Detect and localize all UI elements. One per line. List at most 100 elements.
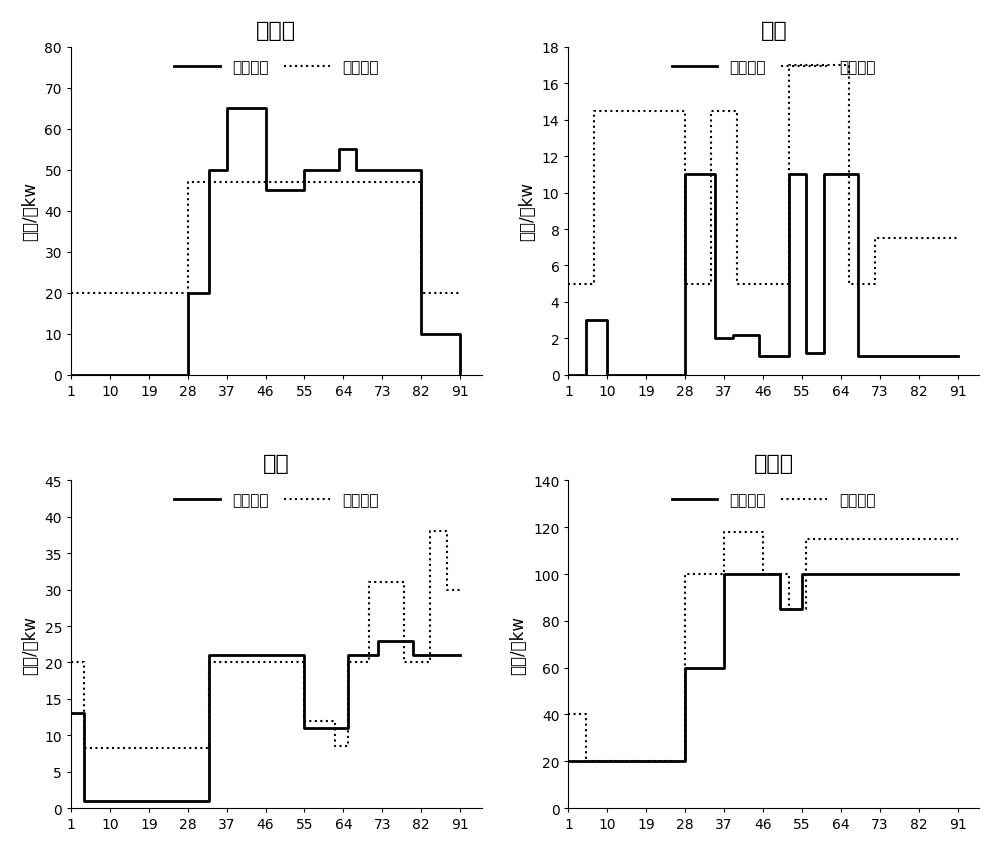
Line: 计划出力: 计划出力 <box>71 109 460 375</box>
实际出力 <box>424 658 436 668</box>
计划出力 <box>333 145 345 155</box>
计划出力 <box>852 170 864 181</box>
实际出力 <box>182 288 194 298</box>
计划出力 <box>800 170 812 181</box>
计划出力 <box>679 757 691 767</box>
计划出力 <box>774 569 786 579</box>
计划出力 <box>774 604 786 614</box>
计划出力 <box>428 650 440 660</box>
计划出力 <box>298 723 310 734</box>
实际出力 <box>329 741 341 751</box>
实际出力 <box>203 658 215 668</box>
实际出力 <box>805 61 817 72</box>
Legend: 计划出力, 实际出力: 计划出力, 实际出力 <box>170 55 383 79</box>
计划出力 <box>78 796 90 806</box>
实际出力 <box>415 288 427 298</box>
实际出力 <box>843 61 855 72</box>
计划出力 <box>818 569 830 579</box>
Y-axis label: 出力/万kw: 出力/万kw <box>21 182 39 241</box>
计划出力 <box>753 330 765 340</box>
实际出力 <box>679 569 691 579</box>
计划出力 <box>727 334 739 344</box>
计划出力 <box>221 104 233 114</box>
计划出力 <box>709 170 721 181</box>
实际出力 <box>843 279 855 290</box>
实际出力 <box>234 658 246 668</box>
实际出力 <box>363 578 375 588</box>
实际出力 <box>874 534 886 544</box>
计划出力 <box>203 165 215 176</box>
实际出力 <box>454 584 466 595</box>
计划出力 <box>203 650 215 660</box>
Y-axis label: 出力/万kw: 出力/万kw <box>21 615 39 674</box>
实际出力 <box>398 578 410 588</box>
计划出力 <box>238 104 250 114</box>
计划出力 <box>800 348 812 359</box>
计划出力 <box>601 757 613 767</box>
计划出力 <box>407 636 419 646</box>
实际出力 <box>952 534 964 544</box>
实际出力 <box>783 61 795 72</box>
实际出力 <box>203 744 215 754</box>
实际出力 <box>783 279 795 290</box>
实际出力 <box>601 757 613 767</box>
计划出力 <box>718 569 730 579</box>
实际出力 <box>398 658 410 668</box>
计划出力 <box>952 569 964 579</box>
计划出力 <box>601 315 613 325</box>
计划出力 <box>65 709 77 719</box>
实际出力 <box>757 527 769 538</box>
计划出力 <box>952 352 964 362</box>
计划出力 <box>372 636 384 646</box>
Line: 实际出力: 实际出力 <box>71 532 460 749</box>
计划出力 <box>203 288 215 298</box>
计划出力 <box>298 650 310 660</box>
计划出力 <box>562 757 574 767</box>
实际出力 <box>342 741 354 751</box>
实际出力 <box>78 744 90 754</box>
实际出力 <box>363 658 375 668</box>
Legend: 计划出力, 实际出力: 计划出力, 实际出力 <box>667 55 881 79</box>
Line: 计划出力: 计划出力 <box>568 176 958 375</box>
Line: 实际出力: 实际出力 <box>71 183 460 293</box>
实际出力 <box>800 534 812 544</box>
实际出力 <box>91 744 103 754</box>
实际出力 <box>874 534 886 544</box>
实际出力 <box>718 527 730 538</box>
计划出力 <box>428 650 440 660</box>
实际出力 <box>679 279 691 290</box>
计划出力 <box>753 352 765 362</box>
计划出力 <box>601 757 613 767</box>
计划出力 <box>260 104 272 114</box>
实际出力 <box>601 757 613 767</box>
计划出力 <box>783 352 795 362</box>
实际出力 <box>783 604 795 614</box>
计划出力 <box>407 650 419 660</box>
实际出力 <box>562 279 574 290</box>
计划出力 <box>221 165 233 176</box>
计划出力 <box>818 569 830 579</box>
计划出力 <box>221 650 233 660</box>
实际出力 <box>588 106 600 117</box>
实际出力 <box>415 178 427 188</box>
实际出力 <box>952 233 964 244</box>
计划出力 <box>221 650 233 660</box>
实际出力 <box>454 288 466 298</box>
实际出力 <box>424 527 436 537</box>
实际出力 <box>580 710 592 720</box>
实际出力 <box>934 233 946 244</box>
计划出力 <box>874 352 886 362</box>
Y-axis label: 出力/万kw: 出力/万kw <box>510 615 528 674</box>
实际出力 <box>705 279 717 290</box>
计划出力 <box>818 170 830 181</box>
实际出力 <box>869 279 881 290</box>
计划出力 <box>679 663 691 673</box>
实际出力 <box>441 584 453 595</box>
实际出力 <box>718 569 730 579</box>
计划出力 <box>298 186 310 196</box>
计划出力 <box>415 165 427 176</box>
计划出力 <box>874 352 886 362</box>
计划出力 <box>783 170 795 181</box>
实际出力 <box>298 716 310 726</box>
计划出力 <box>342 650 354 660</box>
